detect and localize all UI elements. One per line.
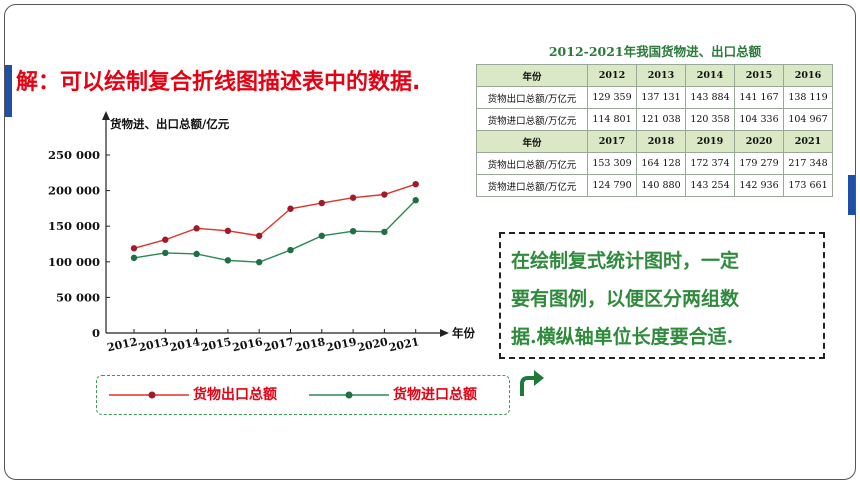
legend-export-label: 货物出口总额 [193, 387, 277, 403]
x-tick-label: 2020 [356, 335, 389, 354]
right-edge-tab [848, 175, 855, 215]
series-line-export [133, 183, 416, 249]
data-point-import [287, 246, 294, 254]
table-cell: 138 119 [783, 86, 833, 109]
data-point-export [193, 225, 200, 232]
data-point-export [224, 227, 232, 235]
data-point-export [130, 245, 138, 252]
data-point-import [256, 258, 263, 266]
x-tick-label: 2018 [294, 335, 327, 354]
table-cell: 2015 [734, 64, 784, 87]
table-title: 2012-2021年我国货物进、出口总额 [548, 44, 762, 59]
curved-arrow-icon [520, 370, 544, 396]
table-year-row: 年份 2012 2013 2014 2015 2016 [476, 64, 833, 87]
table-year-row: 年份 2017 2018 2019 2020 2021 [476, 130, 833, 153]
solution-headline: 解：可以绘制复合折线图描述表中的数据. [16, 70, 421, 95]
data-point-import [224, 257, 232, 264]
table-cell: 2012 [587, 64, 637, 87]
x-tick-label: 2021 [388, 335, 421, 354]
table-row: 货物出口总额/万亿元 153 309 164 128 172 374 179 279 21… [476, 152, 833, 175]
y-tick-label: 50 000 [56, 290, 100, 304]
table-cell: 142 936 [734, 174, 784, 197]
data-point-import [318, 232, 325, 240]
data-point-import [381, 228, 388, 236]
table-row-label: 年份 [476, 64, 588, 87]
x-tick-label: 2012 [106, 335, 139, 354]
note-line-1: 在绘制复式统计图时，一定 [511, 250, 740, 272]
trade-data-table: 年份 2012 2013 2014 2015 2016 货物出口总额/万亿元 129 359 1… [476, 64, 833, 197]
note-line-2: 要有图例，以便区分两组数 [511, 288, 740, 310]
table-cell: 104 967 [783, 108, 833, 131]
legend-export-marker [148, 391, 156, 399]
data-point-import [349, 227, 357, 235]
legend-import-label: 货物进口总额 [393, 387, 477, 403]
y-tick-label: 250 000 [48, 148, 100, 162]
table-row: 货物进口总额/万亿元 124 790 140 880 143 254 142 936 17… [476, 174, 833, 197]
series-line-import [133, 199, 417, 263]
data-point-export [349, 194, 357, 201]
table-row: 货物出口总额/万亿元 129 359 137 131 143 884 141 167 13… [476, 86, 833, 109]
table-cell: 140 880 [636, 174, 686, 197]
data-point-export [412, 180, 419, 188]
table-cell: 141 167 [734, 86, 784, 109]
x-tick-label: 2014 [169, 335, 202, 354]
data-point-import [162, 249, 169, 257]
x-tick-label: 2013 [137, 335, 170, 354]
y-tick-label: 0 [92, 326, 100, 340]
table-cell: 173 661 [783, 174, 833, 197]
table-cell: 2014 [685, 64, 735, 87]
data-point-export [318, 199, 325, 207]
table-cell: 143 254 [685, 174, 735, 197]
x-tick-label: 2016 [231, 335, 264, 354]
table-cell: 124 790 [587, 174, 637, 197]
y-tick-label: 200 000 [48, 184, 100, 198]
data-point-import [412, 197, 419, 204]
note-box: 在绘制复式统计图时，一定 要有图例，以便区分两组数 据.横纵轴单位长度要合适. [499, 232, 825, 359]
x-axis-arrow [440, 329, 449, 337]
left-edge-tab [5, 65, 12, 117]
y-axis-label: 货物进、出口总额/亿元 [109, 117, 230, 131]
y-tick-label: 150 000 [48, 219, 100, 233]
table-cell: 217 348 [783, 152, 833, 175]
table-cell: 2021 [783, 130, 833, 153]
data-point-import [193, 250, 200, 258]
table-cell: 143 884 [685, 86, 735, 109]
x-tick-label: 2015 [200, 335, 233, 354]
table-cell: 2019 [685, 130, 735, 153]
table-cell: 179 279 [734, 152, 784, 175]
table-row-label: 年份 [476, 130, 588, 153]
data-point-export [381, 191, 388, 198]
chart-legend: 货物出口总额 货物进口总额 [96, 375, 510, 415]
legend-import-marker [345, 391, 353, 399]
data-point-export [162, 236, 169, 243]
y-axis-arrow [102, 111, 110, 120]
x-axis-label: 年份 [452, 326, 475, 340]
note-line-3: 据.横纵轴单位长度要合适. [511, 326, 734, 348]
table-row: 货物进口总额/万亿元 114 801 121 038 120 358 104 336 10… [476, 108, 833, 131]
data-point-export [287, 205, 294, 212]
x-tick-label: 2017 [262, 335, 295, 354]
table-cell: 2017 [587, 130, 637, 153]
table-row-label: 货物进口总额/万亿元 [476, 174, 588, 197]
table-row-label: 货物出口总额/万亿元 [476, 86, 588, 109]
y-tick-label: 100 000 [48, 255, 100, 269]
table-cell: 2016 [783, 64, 833, 87]
table-cell: 120 358 [685, 108, 735, 131]
data-point-export [256, 232, 263, 240]
data-point-import [130, 254, 138, 262]
table-cell: 2020 [734, 130, 784, 153]
table-row-label: 货物出口总额/万亿元 [476, 152, 588, 175]
table-cell: 121 038 [636, 108, 686, 131]
x-tick-label: 2019 [325, 335, 358, 354]
